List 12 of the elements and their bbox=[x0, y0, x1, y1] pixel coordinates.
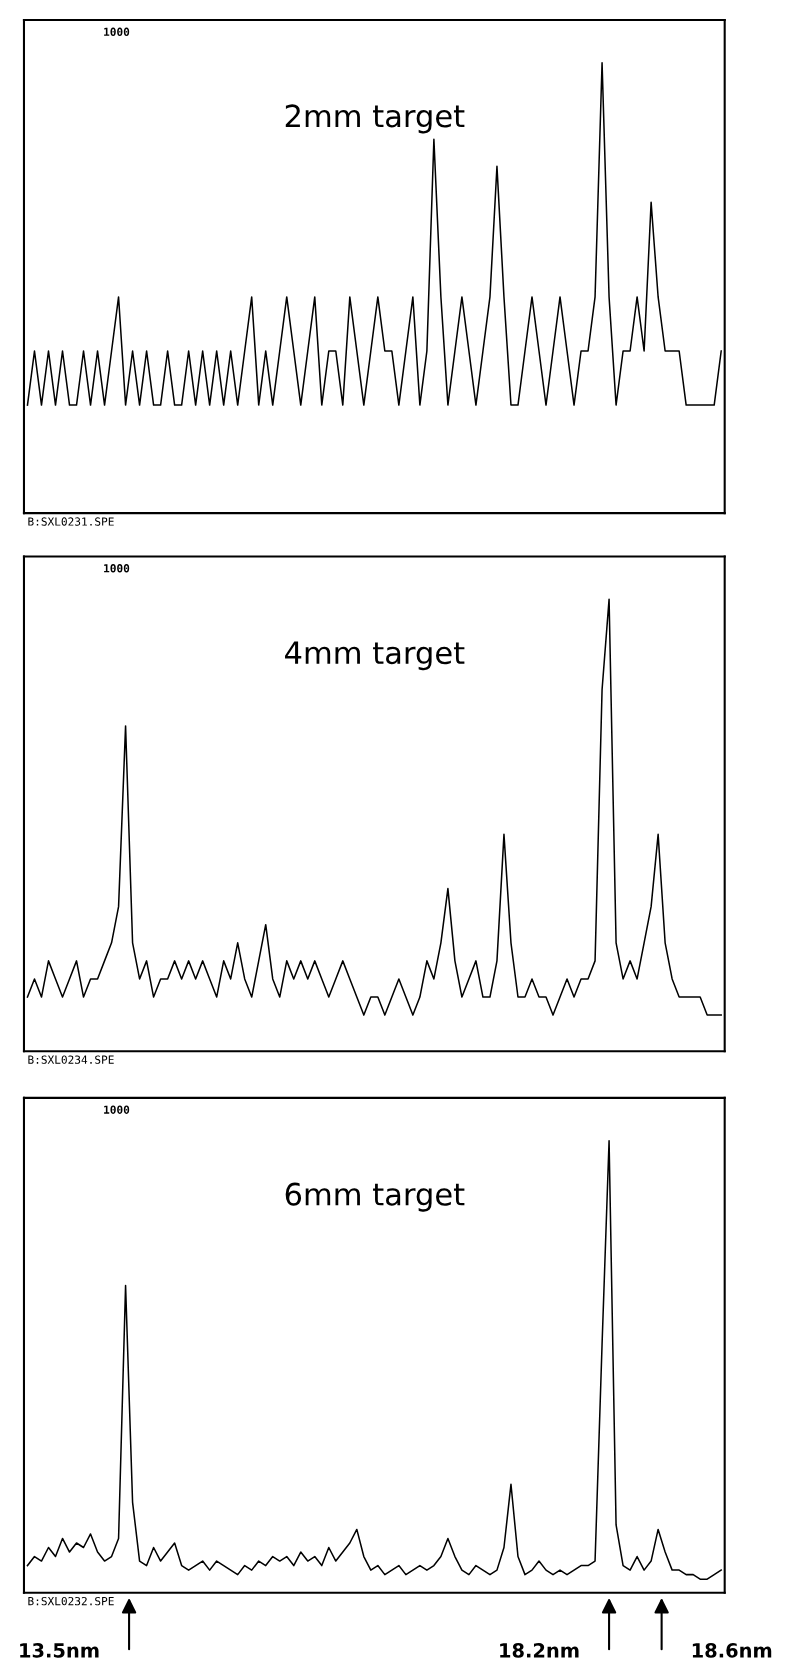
text: 2mm target bbox=[285, 104, 465, 134]
text: 1000 bbox=[104, 564, 130, 573]
text: 18.2nm bbox=[500, 1643, 579, 1658]
text: 1000 bbox=[104, 1105, 130, 1114]
text: 1000 bbox=[104, 27, 130, 36]
text: B:SXL0234.SPE bbox=[28, 1055, 114, 1064]
text: 13.5nm bbox=[20, 1643, 99, 1658]
text: B:SXL0231.SPE bbox=[28, 517, 114, 526]
text: 18.6nm bbox=[692, 1643, 772, 1658]
text: 4mm target bbox=[285, 641, 465, 671]
text: 6mm target bbox=[285, 1182, 465, 1212]
text: B:SXL0232.SPE bbox=[28, 1596, 114, 1606]
